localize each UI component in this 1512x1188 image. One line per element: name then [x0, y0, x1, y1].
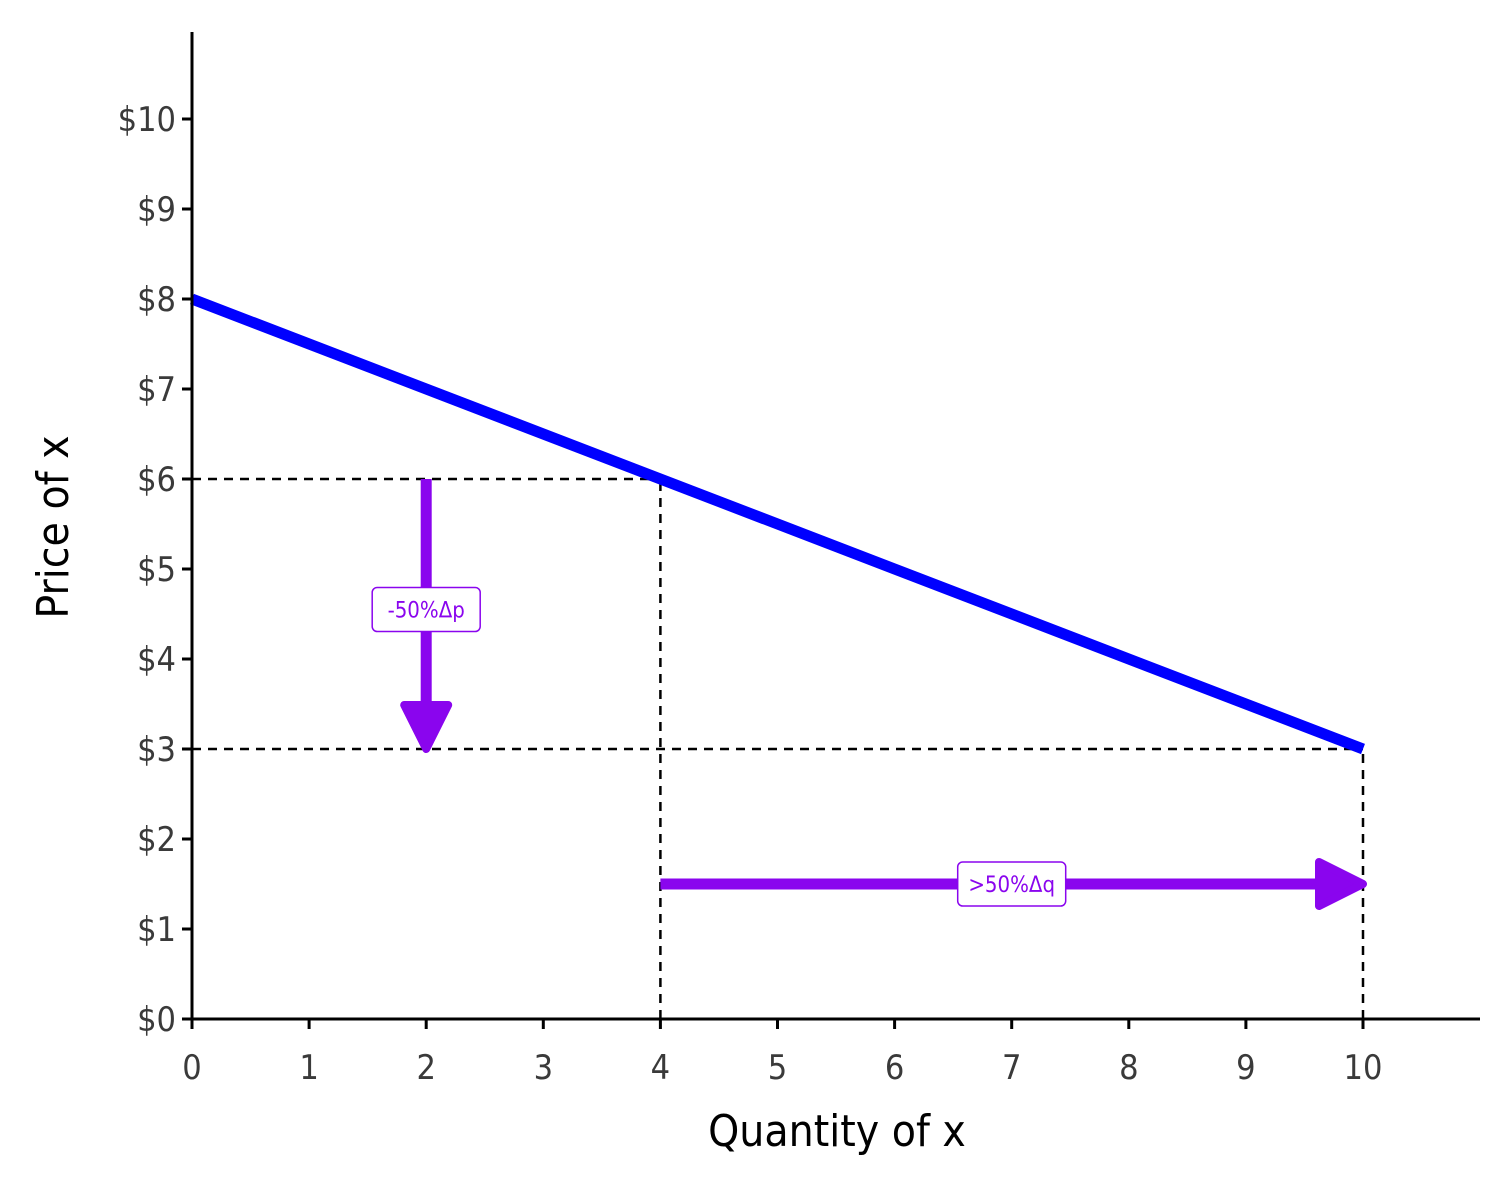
y-tick-label-1: $1 — [137, 910, 176, 950]
y-tick-label-7: $7 — [137, 370, 176, 410]
arrow-label-box-1 — [956, 861, 1067, 907]
x-tick-label-7: 7 — [1002, 1048, 1021, 1088]
arrow-label-1: >50%Δq — [968, 873, 1055, 898]
y-tick-label-2: $2 — [137, 820, 176, 860]
demand-curve-layer — [190, 293, 1365, 755]
arrow-label-0: -50%Δp — [388, 599, 465, 624]
x-tick-label-4: 4 — [651, 1048, 670, 1088]
x-tick-label-9: 9 — [1236, 1048, 1255, 1088]
x-tick-label-5: 5 — [768, 1048, 787, 1088]
x-tick-label-6: 6 — [885, 1048, 904, 1088]
x-tick-label-0: 0 — [182, 1048, 201, 1088]
demand-curve-line — [190, 293, 1365, 755]
x-tick-label-8: 8 — [1119, 1048, 1138, 1088]
reference-lines — [192, 477, 1365, 1019]
y-tick-label-5: $5 — [137, 550, 176, 590]
arrow-head-1 — [1315, 858, 1367, 910]
tick-labels: 0 1 2 3 4 5 6 7 8 9 10 $0 $1 $2 $3 $4 $5 $6 $7 $8 $9 $10 — [118, 100, 1383, 1088]
y-tick-label-6: $6 — [137, 460, 176, 500]
axes — [182, 32, 1480, 1029]
arrow-head-0 — [400, 701, 453, 753]
x-tick-label-1: 1 — [299, 1048, 318, 1088]
x-axis-title: Quantity of x — [708, 1106, 966, 1157]
arrow-label-box-0 — [371, 586, 481, 633]
y-axis-title: Price of x — [28, 435, 79, 618]
y-tick-label-9: $9 — [137, 190, 176, 230]
x-tick-label-2: 2 — [416, 1048, 435, 1088]
y-tick-label-0: $0 — [137, 1000, 176, 1040]
y-tick-label-10: $10 — [118, 100, 176, 140]
x-tick-label-3: 3 — [534, 1048, 553, 1088]
y-tick-label-4: $4 — [137, 640, 176, 680]
y-tick-label-3: $3 — [137, 730, 176, 770]
annotation-arrows: -50%Δp >50%Δq — [371, 479, 1367, 910]
y-tick-label-8: $8 — [137, 280, 176, 320]
x-tick-label-10: 10 — [1344, 1048, 1383, 1088]
